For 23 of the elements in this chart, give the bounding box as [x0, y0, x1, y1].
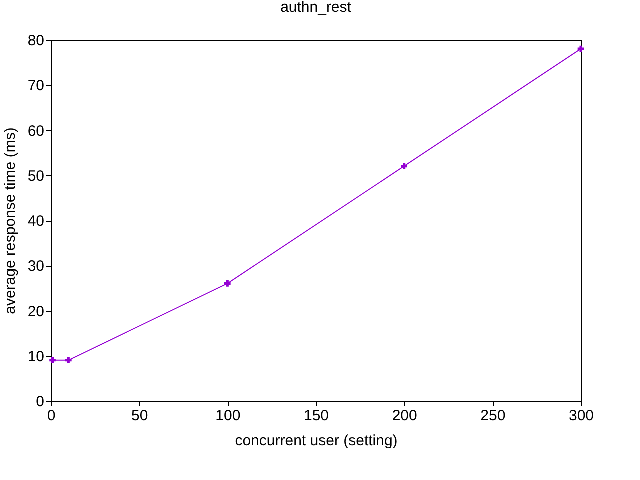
x-tick-label: 0	[47, 408, 56, 424]
y-axis-title: average response time (ms)	[2, 128, 19, 314]
y-tick-label: 50	[28, 168, 44, 185]
x-tick-label: 300	[568, 408, 594, 424]
x-tick-label: 150	[304, 408, 330, 424]
y-tick-label: 20	[28, 303, 44, 320]
y-tick-label: 80	[28, 32, 44, 50]
x-tick-label: 50	[131, 408, 148, 424]
y-tick-label: 30	[28, 258, 44, 276]
y-tick-label: 40	[28, 213, 44, 230]
y-tick-label: 60	[28, 122, 44, 140]
point	[50, 357, 56, 364]
y-tick-label: 0	[36, 394, 44, 410]
y-tick-label: 70	[28, 78, 44, 95]
point	[578, 46, 584, 52]
x-tick-label: 100	[216, 408, 241, 424]
x-tick-label: 250	[480, 408, 506, 424]
x-tick-label: 200	[392, 408, 418, 424]
point	[224, 280, 231, 287]
point	[66, 357, 72, 364]
point	[401, 163, 408, 170]
y-tick-label: 10	[28, 348, 44, 366]
chart-title: authn_rest	[280, 0, 352, 16]
